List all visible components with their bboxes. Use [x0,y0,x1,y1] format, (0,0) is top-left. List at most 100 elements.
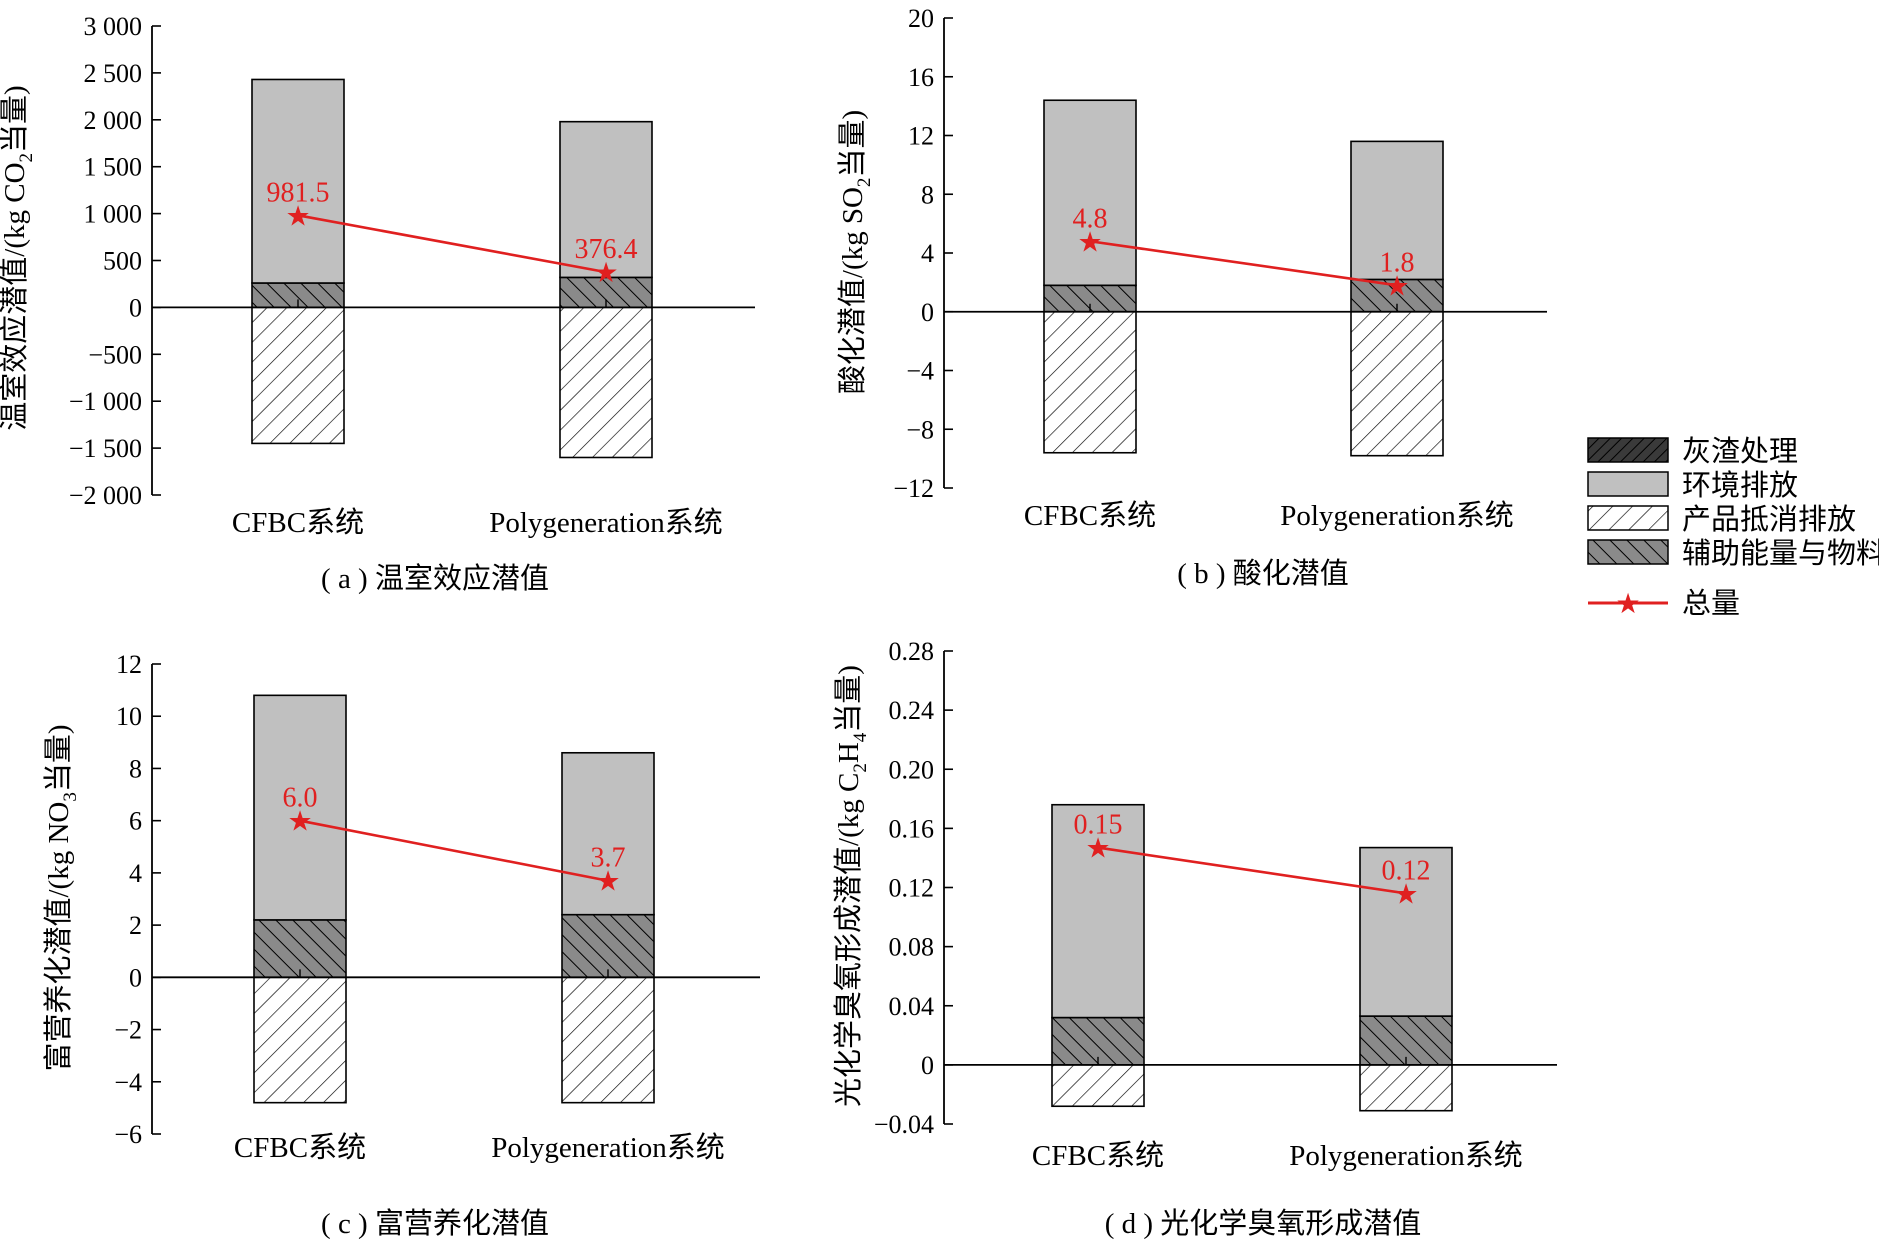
legend-star-total: ★ [1615,587,1640,620]
y-axis-label-sub: 2 [854,178,875,188]
y-axis-label: 温室效应潜值/(kg CO2当量) [0,85,37,430]
y-axis-label-unit: 当量) [0,85,31,153]
y-tick-label: 3 000 [84,12,143,41]
total-value-label: 4.8 [1073,203,1108,234]
total-line [297,214,607,274]
total-marker: ★ [1393,877,1418,910]
y-axis-label-text: 酸化潜值/(kg SO [836,187,869,394]
y-tick-label: −2 000 [69,481,142,510]
y-axis-label-unit: 当量) [42,724,75,792]
panel-caption: ( b ) 酸化潜值 [1177,557,1349,590]
y-tick-label: −1 500 [69,434,142,463]
bar-env-0 [1051,803,1145,1019]
y-tick-label: 1 500 [84,153,143,182]
category-label: Polygeneration系统 [491,1131,725,1164]
chart-panel-a: −2 000 −1 500 −1 000 −500 0 500 1 000 1 500 2 00… [0,12,755,595]
y-tick-label: −0.04 [874,1110,934,1139]
total-line [299,819,609,882]
y-tick-label: 0.16 [889,814,935,843]
y-tick-label: 12 [116,650,142,679]
total-marker: ★ [285,199,310,232]
y-tick-label: 2 [129,911,142,940]
y-tick-label: 4 [921,239,934,268]
total-marker: ★ [593,256,618,289]
y-tick-label: 0 [921,1051,934,1080]
bar-product-1 [559,306,653,459]
y-tick-label: −1 000 [69,387,142,416]
y-tick-label: −6 [114,1120,142,1149]
y-axis-label: 富营养化潜值/(kg NO3当量) [42,724,81,1071]
legend-swatch-product [1587,505,1669,531]
bar-product-0 [253,976,347,1104]
y-axis-label-sub: 2 [850,763,871,773]
panel-caption: ( c ) 富营养化潜值 [321,1207,549,1240]
bar-env-1 [561,751,655,916]
y-tick-label: 8 [129,754,142,783]
y-tick-label: 0.04 [889,992,935,1021]
category-label: CFBC系统 [1032,1139,1164,1172]
y-axis-label-sub: 3 [60,792,81,802]
y-axis-label: 光化学臭氧形成潜值/(kg C2H4当量) [832,665,871,1107]
bar-aux-1 [1359,1015,1453,1066]
y-tick-label: 500 [103,247,142,276]
total-marker: ★ [1077,225,1102,258]
total-marker: ★ [595,865,620,898]
legend-swatch-aux [1587,539,1669,565]
y-tick-label: −4 [906,357,934,386]
y-axis-label-text: 光化学臭氧形成潜值/(kg C [832,773,865,1107]
chart-panel-d: −0.04 0 0.04 0.08 0.12 0.16 0.20 0.24 0.28 CFBC系统… [832,637,1557,1240]
y-tick-label: 0.12 [889,874,935,903]
y-tick-label: −8 [906,415,934,444]
total-value-label: 6.0 [283,783,318,814]
y-tick-label: 8 [921,180,934,209]
category-label: Polygeneration系统 [1289,1139,1523,1172]
category-label: CFBC系统 [1024,499,1156,532]
y-tick-label: 0.28 [889,637,935,666]
legend-swatch-env [1587,471,1669,497]
y-tick-label: 0.08 [889,933,935,962]
total-value-label: 0.12 [1382,855,1431,886]
legend-label-env: 环境排放 [1682,469,1798,502]
y-tick-label: −12 [893,474,934,503]
total-value-label: 1.8 [1380,247,1415,278]
total-marker: ★ [287,805,312,838]
total-value-label: 3.7 [591,843,626,874]
y-axis-label: 酸化潜值/(kg SO2当量) [836,110,875,394]
y-tick-label: 12 [908,122,934,151]
legend-swatch-ash [1587,437,1669,463]
bar-product-1 [1359,1064,1453,1112]
bar-env-0 [1043,99,1137,287]
bar-env-0 [253,694,347,921]
legend-label-total: 总量 [1682,587,1740,620]
y-axis-label-text: 富营养化潜值/(kg NO [42,802,75,1072]
y-axis-label-unit: 当量) [836,110,869,178]
y-tick-label: 2 500 [84,59,143,88]
total-line [1097,846,1407,895]
y-tick-label: −2 [114,1016,142,1045]
bar-aux-0 [253,919,347,979]
panel-caption: ( d ) 光化学臭氧形成潜值 [1105,1207,1422,1240]
y-axis-label-mid: H [833,742,865,763]
y-tick-label: 0 [921,298,934,327]
category-label: Polygeneration系统 [489,506,723,539]
total-line [1089,239,1398,287]
y-tick-label: −4 [114,1068,142,1097]
y-tick-label: 0 [129,963,142,992]
category-label: CFBC系统 [234,1131,366,1164]
panel-caption: ( a ) 温室效应潜值 [321,562,549,595]
total-marker: ★ [1085,832,1110,865]
category-label: Polygeneration系统 [1280,499,1514,532]
legend: 灰渣处理 环境排放 产品抵消排放 辅助能量与物料 ★ 总量 [1587,435,1879,620]
bar-product-1 [561,976,655,1104]
y-tick-label: 2 000 [84,106,143,135]
legend-label-ash: 灰渣处理 [1682,435,1798,468]
y-tick-label: 20 [908,4,934,33]
y-tick-label: 4 [129,859,142,888]
bar-env-0 [251,78,345,284]
bar-product-0 [1051,1064,1145,1108]
bar-env-1 [559,120,653,279]
y-axis-label-unit: 当量) [832,665,865,733]
